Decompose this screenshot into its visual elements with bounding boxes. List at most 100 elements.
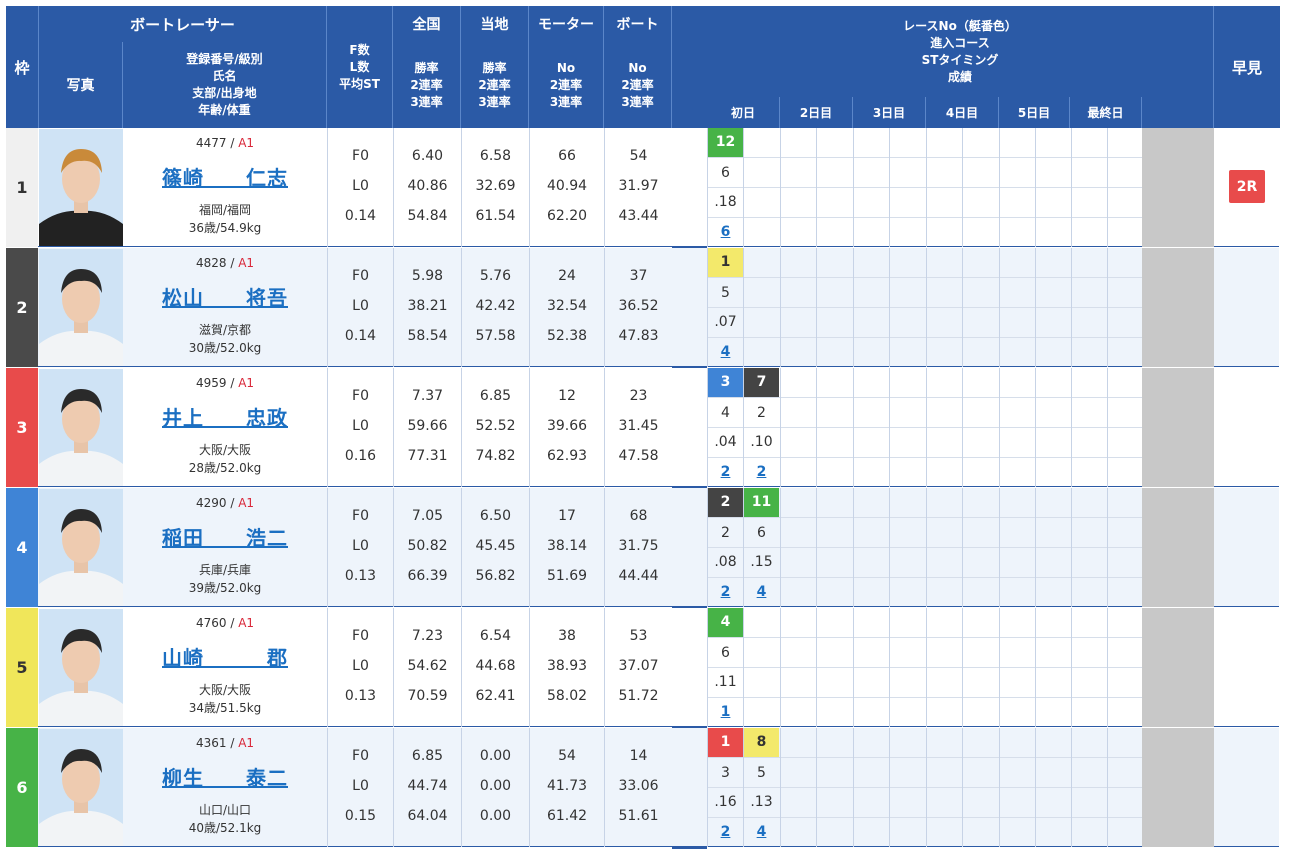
local-stats: 6.54 44.68 62.41	[461, 608, 529, 727]
racer-name-link[interactable]: 松山 将吾	[162, 286, 288, 310]
boat-stats: 14 33.06 51.61	[604, 728, 672, 847]
racer-age-weight: 28歳/52.0kg	[188, 461, 262, 475]
result-cell	[999, 608, 1035, 727]
waku-number: 4	[6, 488, 38, 607]
national-stats: 5.98 38.21 58.54	[393, 248, 461, 367]
finish-rank-link[interactable]: 2	[720, 824, 731, 840]
grid-line	[707, 547, 1142, 548]
result-cell	[926, 728, 962, 847]
stat-value: 0.00	[479, 778, 512, 794]
early-race-badge[interactable]: 2R	[1229, 170, 1265, 203]
stat-value: 40.94	[546, 178, 588, 194]
racer-name-link[interactable]: 井上 忠政	[162, 406, 288, 430]
result-cell	[1107, 488, 1143, 607]
result-cell	[743, 248, 779, 367]
header-line: レースNo（艇番色）	[903, 18, 1017, 33]
header-line: 3連率	[478, 94, 511, 109]
finish-rank-link[interactable]: 2	[720, 464, 731, 480]
header-line: 氏名	[212, 69, 237, 83]
stat-value: 44.44	[618, 568, 659, 584]
finish-rank-link[interactable]: 4	[720, 344, 731, 360]
result-cell	[1035, 368, 1071, 487]
result-cell	[1107, 728, 1143, 847]
racer-row: 3 4959 / A1 井上 忠政 大阪/大阪 28歳/52.0kg F0 L0 0.16 7.…	[6, 368, 1279, 487]
header-line: 2連率	[478, 77, 511, 92]
motor-sub-header: No 2連率 3連率	[529, 42, 604, 128]
stat-value: F0	[352, 748, 369, 764]
racer-name-link[interactable]: 柳生 泰二	[162, 766, 288, 790]
finish-rank-link[interactable]: 4	[756, 584, 767, 600]
waku-header: 枠	[6, 6, 39, 128]
stat-value: L0	[352, 178, 369, 194]
result-cell	[889, 608, 925, 727]
stat-value: 0.00	[479, 808, 512, 824]
grid-line	[707, 277, 1142, 278]
fl-stats: F0 L0 0.15	[327, 728, 393, 847]
result-cell	[889, 488, 925, 607]
entry-course: 5	[721, 285, 730, 301]
racer-row: 5 4760 / A1 山崎 郡大阪/大阪 34歳/51.5kg F0 L0 0.13 7.2…	[6, 608, 1279, 727]
motor-stats: 38 38.93 58.02	[529, 608, 604, 727]
result-cell	[853, 368, 889, 487]
result-cell: 1 3 .16 2	[707, 728, 743, 847]
boat-racer-header: ボートレーサー	[39, 6, 327, 42]
stat-value: 54.62	[407, 658, 448, 674]
racer-name-link[interactable]: 篠崎 仁志	[162, 166, 288, 190]
local-stats: 0.00 0.00 0.00	[461, 728, 529, 847]
local-stats: 5.76 42.42 57.58	[461, 248, 529, 367]
local-stats: 6.58 32.69 61.54	[461, 128, 529, 247]
result-cell	[780, 248, 816, 367]
finish-rank-link[interactable]: 6	[720, 224, 731, 240]
grid-line	[707, 457, 1142, 458]
stat-value: 0.16	[344, 448, 377, 464]
racer-name-link[interactable]: 山崎 郡	[162, 646, 288, 670]
stat-value: 32.54	[546, 298, 588, 314]
stat-value: 0.00	[479, 748, 512, 764]
racer-branch: 福岡/福岡	[198, 203, 252, 217]
national-sub-header: 勝率 2連率 3連率	[393, 42, 461, 128]
racer-info: 4477 / A1 篠崎 仁志 福岡/福岡 36歳/54.9kg	[124, 128, 326, 247]
stat-value: 61.42	[546, 808, 588, 824]
stat-value: 6.85	[479, 388, 512, 404]
finish-rank-link[interactable]: 2	[720, 584, 731, 600]
stat-value: 5.98	[411, 268, 444, 284]
finish-rank-link[interactable]: 4	[756, 824, 767, 840]
racer-name-link[interactable]: 稲田 浩二	[162, 526, 288, 550]
stat-value: 51.72	[618, 688, 659, 704]
racer-branch: 大阪/大阪	[198, 443, 252, 457]
result-cell	[816, 608, 852, 727]
day-header: 5日目	[999, 97, 1070, 128]
national-stats: 7.23 54.62 70.59	[393, 608, 461, 727]
boat-sub-header: No 2連率 3連率	[604, 42, 672, 128]
result-cell	[999, 128, 1035, 247]
stat-value: 6.54	[479, 628, 512, 644]
result-cell	[1107, 128, 1143, 247]
racer-row: 4 4290 / A1 稲田 浩二 兵庫/兵庫 39歳/52.0kg F0 L0 0.13 7.…	[6, 488, 1279, 607]
st-timing: .13	[750, 794, 773, 810]
result-cell: 11 6 .15 4	[743, 488, 779, 607]
racer-branch: 兵庫/兵庫	[198, 563, 252, 577]
entry-course: 2	[721, 525, 730, 541]
stat-value: L0	[352, 418, 369, 434]
result-cell	[1071, 608, 1107, 727]
header-line: 進入コース	[930, 35, 990, 50]
racer-age-weight: 36歳/54.9kg	[188, 221, 262, 235]
entry-course: 6	[721, 645, 730, 661]
racer-photo	[39, 729, 123, 846]
result-cell	[999, 488, 1035, 607]
finish-rank-link[interactable]: 2	[756, 464, 767, 480]
header-line: 成績	[947, 69, 972, 84]
st-timing: .18	[714, 194, 737, 210]
day-header: 4日目	[926, 97, 999, 128]
header-line: 登録番号/級別	[186, 52, 263, 66]
result-cell	[1035, 128, 1071, 247]
finish-rank-link[interactable]: 1	[720, 704, 731, 720]
header-line: 平均ST	[339, 76, 380, 91]
racer-info: 4290 / A1 稲田 浩二 兵庫/兵庫 39歳/52.0kg	[124, 488, 326, 607]
results-header: レースNo（艇番色） 進入コース STタイミング 成績	[707, 6, 1214, 97]
stat-value: 23	[629, 388, 648, 404]
result-cell	[853, 608, 889, 727]
stat-value: 59.66	[407, 418, 448, 434]
stat-value: L0	[352, 538, 369, 554]
header-line: 支部/出身地	[192, 86, 257, 100]
